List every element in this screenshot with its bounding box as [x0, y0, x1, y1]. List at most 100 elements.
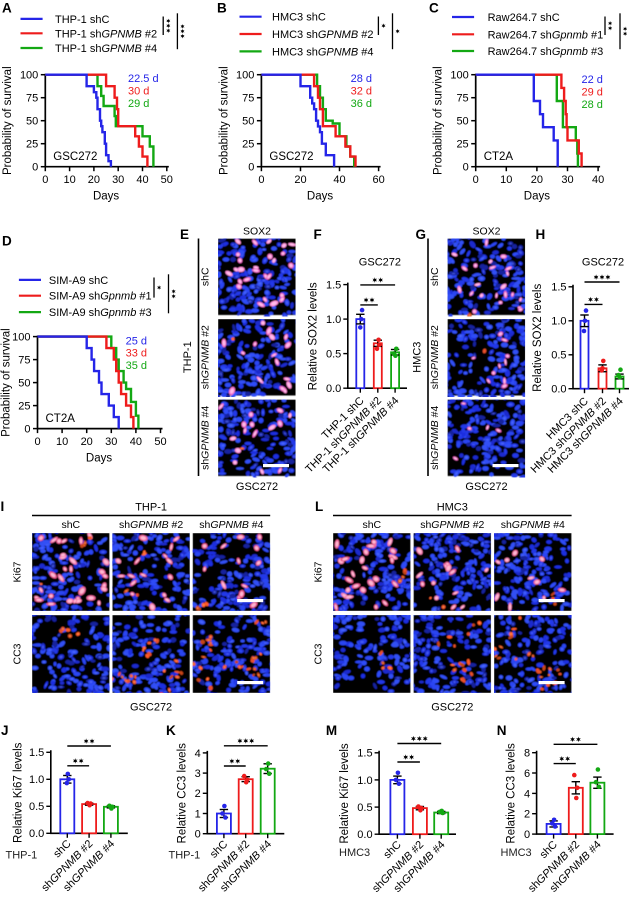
svg-text:shGPNMB #4: shGPNMB #4 [200, 406, 212, 470]
svg-text:1.5: 1.5 [357, 748, 372, 760]
svg-text:1.0: 1.0 [551, 316, 566, 328]
svg-text:0: 0 [24, 424, 30, 436]
svg-text:0: 0 [463, 162, 469, 174]
svg-text:shGPNMB #2: shGPNMB #2 [420, 519, 484, 531]
svg-text:Relative CC3 levels: Relative CC3 levels [176, 743, 188, 844]
svg-text:shC: shC [61, 519, 80, 531]
svg-text:shGPNMB #4: shGPNMB #4 [429, 406, 441, 470]
svg-text:HMC3 shC: HMC3 shC [272, 12, 326, 24]
svg-text:THP-1: THP-1 [6, 850, 38, 862]
svg-text:0.0: 0.0 [29, 828, 44, 840]
svg-text:shGPNMB #2: shGPNMB #2 [200, 325, 212, 389]
svg-text:30: 30 [112, 174, 124, 186]
svg-text:G: G [416, 227, 427, 242]
svg-text:75: 75 [26, 93, 38, 105]
svg-text:shGPNMB #4: shGPNMB #4 [199, 519, 263, 531]
svg-text:30: 30 [105, 436, 117, 448]
svg-text:0: 0 [258, 174, 264, 186]
svg-text:28 d: 28 d [582, 99, 603, 111]
svg-text:Ki67: Ki67 [12, 561, 24, 582]
svg-text:HMC3 shGPNMB #4: HMC3 shGPNMB #4 [272, 46, 373, 58]
svg-text:shGPNMB #2: shGPNMB #2 [429, 325, 441, 389]
svg-text:8: 8 [524, 748, 530, 760]
svg-text:3: 3 [195, 768, 201, 780]
svg-text:22 d: 22 d [582, 74, 603, 86]
svg-text:shGPNMB #2: shGPNMB #2 [119, 519, 183, 531]
svg-text:GSC272: GSC272 [582, 257, 624, 269]
svg-text:Days: Days [307, 191, 333, 203]
svg-text:30 d: 30 d [128, 85, 149, 97]
svg-text:CT2A: CT2A [46, 413, 76, 425]
svg-text:HMC3 shGPNMB #2: HMC3 shGPNMB #2 [272, 29, 373, 41]
svg-text:0: 0 [524, 829, 530, 841]
svg-text:20: 20 [531, 174, 543, 186]
svg-text:20: 20 [294, 174, 306, 186]
svg-text:36 d: 36 d [351, 98, 372, 110]
svg-text:HMC3: HMC3 [437, 502, 468, 514]
svg-text:CC3: CC3 [12, 643, 24, 664]
svg-text:29 d: 29 d [128, 98, 149, 110]
svg-text:Days: Days [86, 453, 112, 465]
svg-text:33 d: 33 d [126, 348, 147, 360]
svg-text:THP-1: THP-1 [135, 502, 167, 514]
svg-text:28 d: 28 d [351, 73, 372, 85]
svg-text:0.5: 0.5 [29, 801, 44, 813]
svg-text:B: B [217, 1, 227, 16]
svg-text:50: 50 [456, 116, 468, 128]
svg-text:0.0: 0.0 [357, 829, 372, 841]
svg-text:Raw264.7 shC: Raw264.7 shC [488, 12, 560, 24]
svg-text:Relative Ki67 levels: Relative Ki67 levels [339, 743, 351, 844]
svg-text:50: 50 [161, 174, 173, 186]
svg-text:M: M [326, 723, 337, 738]
svg-text:0.5: 0.5 [551, 350, 566, 362]
svg-text:2: 2 [195, 788, 201, 800]
svg-text:1.5: 1.5 [551, 282, 566, 294]
svg-text:2: 2 [524, 809, 530, 821]
svg-text:25: 25 [242, 139, 254, 151]
svg-text:E: E [180, 227, 189, 242]
svg-text:32 d: 32 d [351, 85, 372, 97]
svg-text:THP-1: THP-1 [169, 850, 201, 862]
svg-text:100: 100 [450, 70, 468, 82]
svg-text:20: 20 [81, 436, 93, 448]
svg-text:Relative SOX2 levels: Relative SOX2 levels [308, 282, 320, 390]
svg-text:THP-1: THP-1 [182, 341, 194, 373]
svg-text:Probability of survival: Probability of survival [2, 66, 14, 175]
svg-text:GSC272: GSC272 [465, 481, 507, 493]
svg-text:Probability of survival: Probability of survival [433, 66, 445, 175]
svg-text:75: 75 [18, 355, 30, 367]
svg-text:1.0: 1.0 [326, 314, 341, 326]
svg-text:Raw264.7 shGpnmb #1: Raw264.7 shGpnmb #1 [488, 29, 604, 41]
svg-text:50: 50 [26, 116, 38, 128]
svg-text:Ki67: Ki67 [313, 561, 325, 582]
svg-text:1.5: 1.5 [326, 279, 341, 291]
svg-text:1.0: 1.0 [29, 774, 44, 786]
svg-text:THP-1 shC: THP-1 shC [55, 14, 109, 26]
svg-text:THP-1 shGPNMB #4: THP-1 shGPNMB #4 [55, 43, 157, 55]
svg-text:Probability of survival: Probability of survival [1, 328, 13, 437]
svg-text:4: 4 [524, 788, 530, 800]
svg-text:25: 25 [26, 139, 38, 151]
svg-text:Days: Days [93, 191, 119, 203]
svg-text:100: 100 [12, 332, 30, 344]
svg-text:30: 30 [561, 174, 573, 186]
svg-text:A: A [2, 1, 12, 16]
svg-text:HMC3: HMC3 [501, 847, 532, 859]
svg-text:40: 40 [130, 436, 142, 448]
svg-text:0.5: 0.5 [326, 349, 341, 361]
svg-text:D: D [2, 234, 12, 249]
svg-text:SIM-A9 shC: SIM-A9 shC [49, 275, 108, 287]
svg-text:Probability of survival: Probability of survival [219, 66, 231, 175]
svg-text:6: 6 [524, 768, 530, 780]
svg-text:GSC272: GSC272 [130, 702, 172, 714]
svg-text:Relative CC3 levels: Relative CC3 levels [506, 743, 518, 844]
svg-text:22.5 d: 22.5 d [128, 73, 159, 85]
svg-text:GSC272: GSC272 [431, 702, 473, 714]
svg-text:K: K [166, 723, 176, 738]
svg-text:25: 25 [18, 401, 30, 413]
svg-text:40: 40 [333, 174, 345, 186]
svg-text:10: 10 [56, 436, 68, 448]
svg-text:I: I [1, 499, 5, 514]
svg-text:50: 50 [154, 436, 166, 448]
svg-text:0: 0 [42, 174, 48, 186]
